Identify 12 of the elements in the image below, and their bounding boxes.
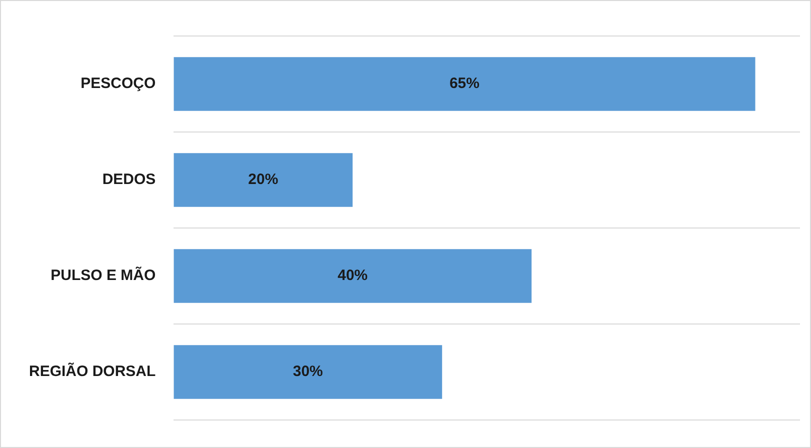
data-label: 65%: [449, 75, 480, 92]
y-tick-label: PESCOÇO: [80, 75, 156, 92]
y-tick-label: PULSO E MÃO: [50, 266, 156, 284]
data-label: 20%: [248, 171, 278, 188]
bar: [174, 345, 442, 399]
bar: [174, 153, 353, 207]
data-label: 30%: [292, 363, 323, 380]
bar: [174, 57, 756, 111]
y-tick-label: REGIÃO DORSAL: [28, 362, 156, 380]
data-label: 40%: [338, 267, 368, 284]
y-tick-label: DEDOS: [102, 171, 156, 188]
bar: [174, 249, 532, 303]
